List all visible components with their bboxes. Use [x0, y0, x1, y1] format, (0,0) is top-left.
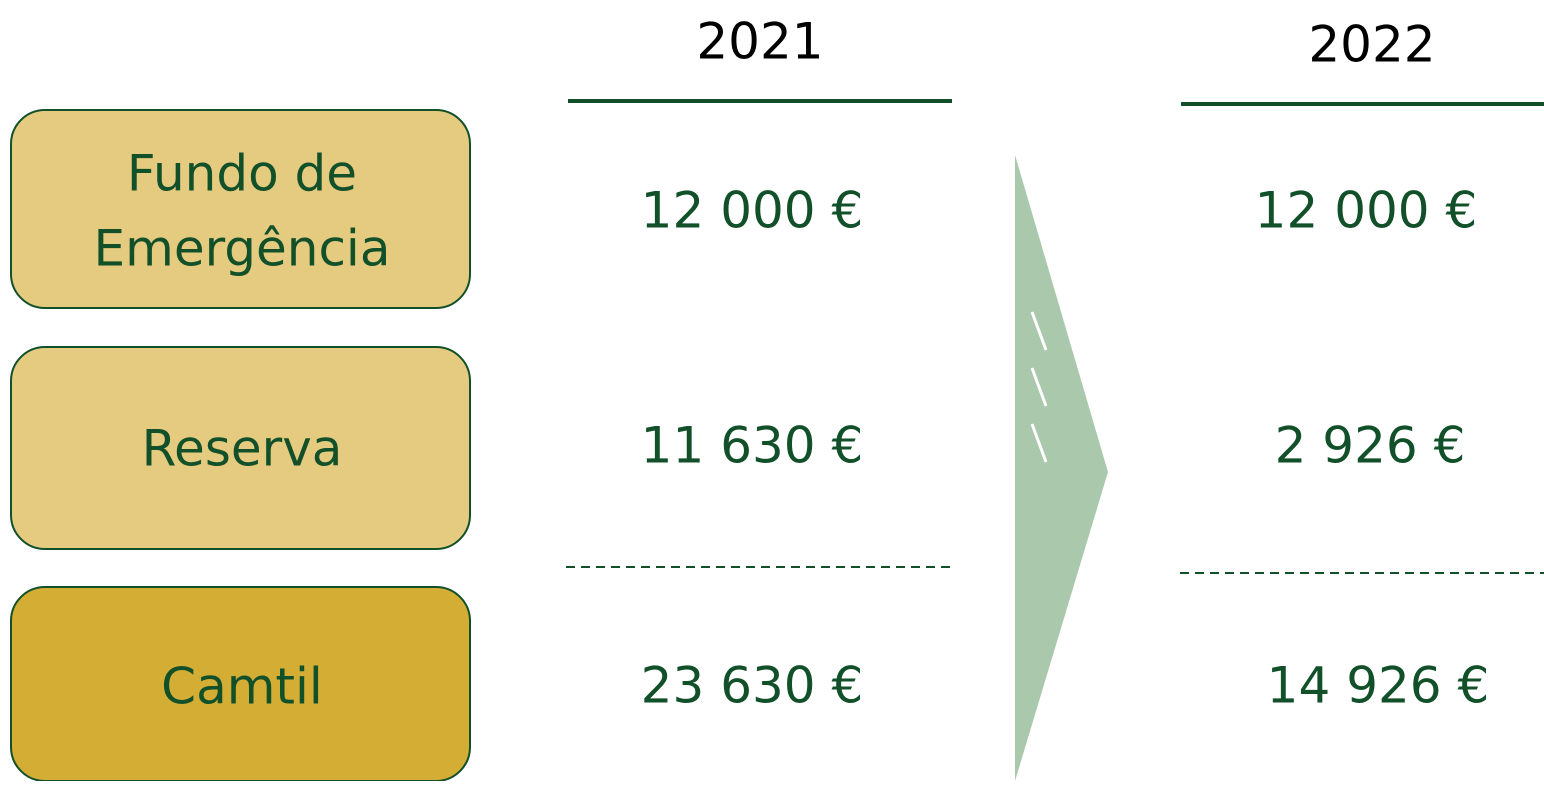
year-header: 2022 — [1308, 16, 1435, 74]
arrow-dashes — [1030, 311, 1048, 463]
row-label: Reserva — [142, 420, 343, 478]
row-label-line: Fundo de — [127, 145, 357, 203]
value: 2 926 € — [1275, 417, 1466, 475]
row-label: Fundo de Emergência — [94, 145, 391, 278]
value: 23 630 € — [641, 657, 864, 715]
value: 14 926 € — [1267, 657, 1490, 715]
arrow — [1015, 155, 1108, 781]
value: 11 630 € — [641, 417, 864, 475]
row-box — [10, 109, 471, 309]
year-header: 2021 — [696, 13, 823, 71]
row-box — [10, 346, 471, 550]
value: 12 000 € — [1255, 182, 1478, 240]
value: 12 000 € — [641, 182, 864, 240]
row-label: Camtil — [161, 658, 323, 716]
row-label-line: Emergência — [94, 220, 391, 278]
